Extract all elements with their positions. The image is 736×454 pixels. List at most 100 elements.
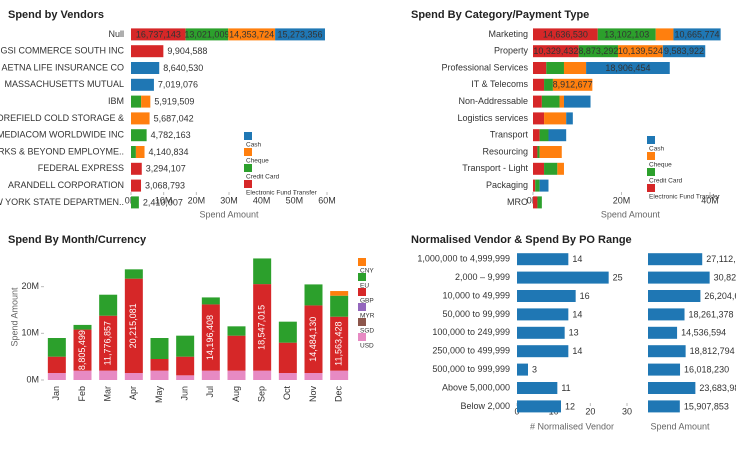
bar-segment [330,316,349,371]
legend-swatch [647,184,655,192]
value-label: 15,273,356 [278,29,323,39]
value-label: 18,906,454 [605,63,650,73]
bar-segment [73,370,92,380]
bar [517,363,528,376]
value-label: 10,665,774 [675,29,720,39]
bar-segment [552,78,593,91]
bar-segment [541,95,560,108]
bar-segment [278,321,297,343]
bar-segment [617,45,663,58]
total-label: 5,687,042 [154,113,194,123]
x-tick-label: 50M [286,195,304,205]
bar-segment [73,329,92,371]
x-tick-label: 60M [318,195,336,205]
bar-segment [124,269,143,279]
legend-swatch [647,136,655,144]
bar-segment [537,146,540,158]
bar-segment [533,28,598,41]
bar-segment [578,45,618,58]
category-label: Professional Services [441,62,528,72]
x-tick-label: 20 [585,406,595,416]
bar [648,271,710,284]
legend-swatch [358,333,366,341]
bar-segment [533,62,547,74]
bar-segment [559,95,564,108]
bar [648,363,681,376]
bar-segment [533,112,545,125]
total-label: 4,782,163 [151,130,191,140]
bar [517,326,565,339]
legend-label: Electronic Fund Transfer [246,190,318,197]
category-label: Transport [490,130,529,140]
bar-segment [150,370,169,380]
bar-segment [131,62,160,74]
total-label: 5,919,509 [154,96,194,106]
bar-segment [150,338,169,359]
bar-segment [131,162,142,175]
category-label: Logistics services [457,113,528,123]
category-label: AETNA LIFE INSURANCE CO [1,62,124,72]
bar-segment [99,370,118,380]
bar-segment [141,95,151,108]
category-label: 50,000 to 99,999 [442,309,510,319]
bar-segment [662,45,706,58]
category-label: Marketing [488,29,528,39]
value-label: 15,907,853 [684,401,729,411]
total-label: 8,640,530 [163,63,203,73]
bar-segment [597,28,656,41]
bar-segment [566,112,573,125]
legend-label: Cash [649,146,665,153]
bar-segment [131,45,164,58]
value-label: 3 [532,364,537,374]
bar-segment [533,45,579,58]
bar-segment [278,373,297,380]
x-tick-label: 20M [188,195,206,205]
bar-segment [537,196,542,209]
value-label: 30,821,339 [714,272,736,282]
value-label: 16,018,230 [684,364,729,374]
legend-label: Cheque [246,158,269,165]
legend-label: Cheque [649,162,672,169]
bar-segment [563,62,587,74]
category-label: 1,000,000 to 4,999,999 [417,254,510,264]
value-label: 14,196,408 [205,315,215,360]
category-label: MASSACHUSETTS MUTUAL [4,79,124,89]
y-tick-label: 20M [21,281,39,291]
category-label: 2,000 – 9,999 [455,272,510,282]
value-label: 12 [565,401,575,411]
x-tick-label: Feb [77,386,87,402]
bar-segment [539,179,549,192]
bar [517,308,569,321]
bar-segment [586,62,670,74]
bar [648,400,680,413]
value-label: 23,683,984 [699,383,736,393]
bar [648,326,678,339]
bar-segment [330,370,349,380]
category-label: NEW YORK STATE DEPARTMEN.. [0,197,124,207]
bar-segment [253,370,272,380]
value-label: 8,805,499 [77,330,87,370]
bar-segment [275,28,325,41]
value-label: 11,776,857 [103,321,113,365]
category-label: Resourcing [482,146,528,156]
category-label: MRO [507,197,528,207]
x-tick-label: Jan [51,386,61,401]
value-label: 10,139,524 [618,46,663,56]
bar-segment [73,324,92,330]
bar-segment [131,112,150,125]
y-axis-title: Spend Amount [9,287,19,347]
bar [517,382,558,394]
total-label: 7,019,076 [158,80,198,90]
bar-segment [655,28,674,41]
bar-segment [533,162,545,175]
category-label: ARANDELL CORPORATION [8,180,124,190]
bar-segment [227,326,246,336]
x-axis-title: # Normalised Vendor [530,421,614,431]
bar-segment [124,278,143,373]
bar-segment [99,294,118,316]
bar-segment [253,284,272,371]
x-tick-label: Jun [180,386,190,401]
bar-segment [131,28,186,41]
category-label: Null [108,29,124,39]
bar-segment [135,146,145,158]
